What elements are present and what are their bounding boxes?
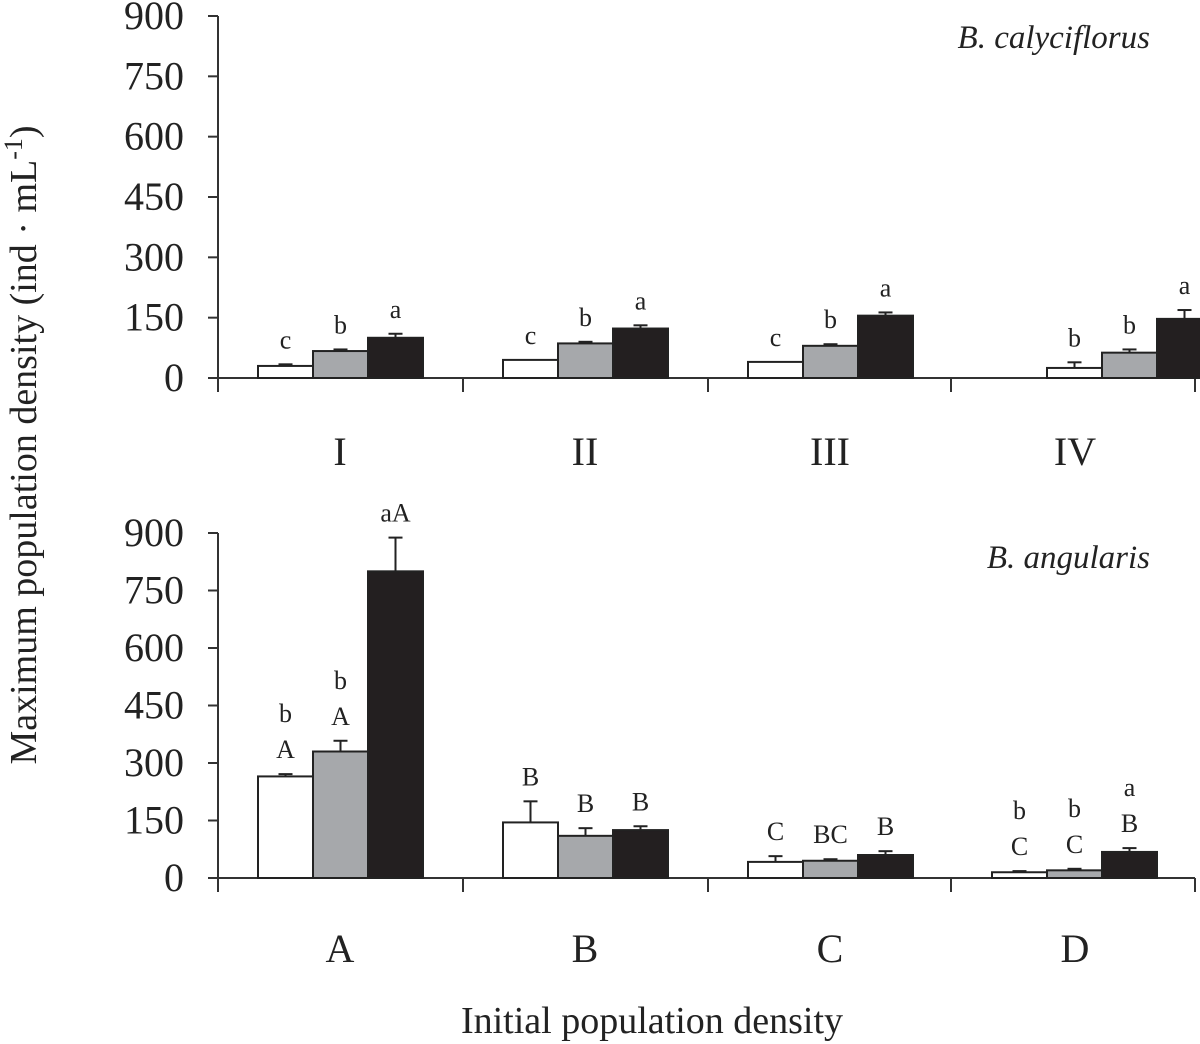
significance-label: b bbox=[1123, 310, 1136, 339]
category-label: D bbox=[1061, 926, 1090, 971]
y-tick-label: 750 bbox=[124, 53, 184, 98]
y-tick-label: 750 bbox=[124, 568, 184, 613]
significance-label: b bbox=[334, 310, 347, 339]
significance-label: b bbox=[579, 303, 592, 332]
bar bbox=[612, 327, 669, 380]
significance-label: aA bbox=[380, 499, 411, 528]
y-tick-label: 900 bbox=[124, 510, 184, 555]
significance-label: a bbox=[1124, 773, 1136, 802]
bar bbox=[1101, 850, 1158, 880]
x-axis-title: Initial population density bbox=[461, 1000, 843, 1042]
bar bbox=[747, 360, 804, 379]
bar bbox=[802, 859, 859, 879]
bar bbox=[802, 344, 859, 380]
bar bbox=[557, 834, 614, 879]
significance-label: BC bbox=[813, 820, 848, 849]
significance-label: b bbox=[1013, 796, 1026, 825]
y-axis-title-end: ) bbox=[3, 125, 45, 138]
category-label: B bbox=[572, 926, 599, 971]
y-tick-label: 450 bbox=[124, 683, 184, 728]
category-label: A bbox=[326, 926, 355, 971]
bar bbox=[312, 350, 369, 380]
bar bbox=[857, 314, 914, 379]
significance-label: A bbox=[276, 735, 295, 764]
significance-label: B bbox=[577, 789, 594, 818]
y-tick-label: 600 bbox=[124, 625, 184, 670]
bar bbox=[502, 821, 559, 880]
significance-label: C bbox=[1011, 832, 1028, 861]
y-tick-label: 900 bbox=[124, 0, 184, 38]
significance-label: b bbox=[824, 305, 837, 334]
significance-label: c bbox=[280, 325, 292, 354]
significance-label: b bbox=[1068, 794, 1081, 823]
significance-label: b bbox=[1068, 323, 1081, 352]
bar bbox=[747, 860, 804, 880]
significance-label: b bbox=[279, 699, 292, 728]
category-label: I bbox=[333, 429, 346, 474]
bar bbox=[367, 336, 424, 379]
bar bbox=[1156, 317, 1200, 379]
y-tick-label: 600 bbox=[124, 114, 184, 159]
significance-label: B bbox=[522, 762, 539, 791]
significance-label: a bbox=[880, 273, 892, 302]
category-label: III bbox=[810, 429, 850, 474]
panel-title: B. angularis bbox=[987, 540, 1150, 576]
significance-label: c bbox=[770, 323, 782, 352]
bar bbox=[257, 775, 314, 880]
bar bbox=[1101, 351, 1158, 380]
y-tick-label: 300 bbox=[124, 740, 184, 785]
bar bbox=[557, 342, 614, 379]
bar bbox=[257, 364, 314, 379]
significance-label: C bbox=[767, 817, 784, 846]
bar bbox=[1046, 869, 1103, 879]
significance-label: B bbox=[632, 787, 649, 816]
bar bbox=[1046, 366, 1103, 380]
y-axis-title-superscript: -1 bbox=[0, 138, 28, 160]
significance-label: a bbox=[1179, 271, 1191, 300]
category-label: C bbox=[817, 926, 844, 971]
bar bbox=[857, 854, 914, 879]
category-label: II bbox=[572, 429, 599, 474]
bar bbox=[991, 871, 1048, 879]
category-label: IV bbox=[1054, 429, 1096, 474]
y-axis-title: Maximum population density (ind · mL-1) bbox=[0, 125, 45, 764]
y-tick-label: 450 bbox=[124, 174, 184, 219]
y-tick-label: 300 bbox=[124, 234, 184, 279]
significance-label: a bbox=[390, 295, 402, 324]
significance-label: a bbox=[635, 286, 647, 315]
significance-label: c bbox=[525, 321, 537, 350]
y-tick-label: 0 bbox=[164, 855, 184, 900]
significance-label: A bbox=[331, 702, 350, 731]
panel-title: B. calyciflorus bbox=[958, 20, 1150, 56]
significance-label: b bbox=[334, 666, 347, 695]
significance-label: B bbox=[877, 812, 894, 841]
bar bbox=[312, 750, 369, 879]
y-tick-label: 0 bbox=[164, 355, 184, 400]
significance-label: C bbox=[1066, 830, 1083, 859]
significance-label: B bbox=[1121, 809, 1138, 838]
y-tick-label: 150 bbox=[124, 798, 184, 843]
bar bbox=[367, 570, 424, 879]
bar bbox=[502, 358, 559, 379]
bar bbox=[612, 829, 669, 879]
y-tick-label: 150 bbox=[124, 295, 184, 340]
